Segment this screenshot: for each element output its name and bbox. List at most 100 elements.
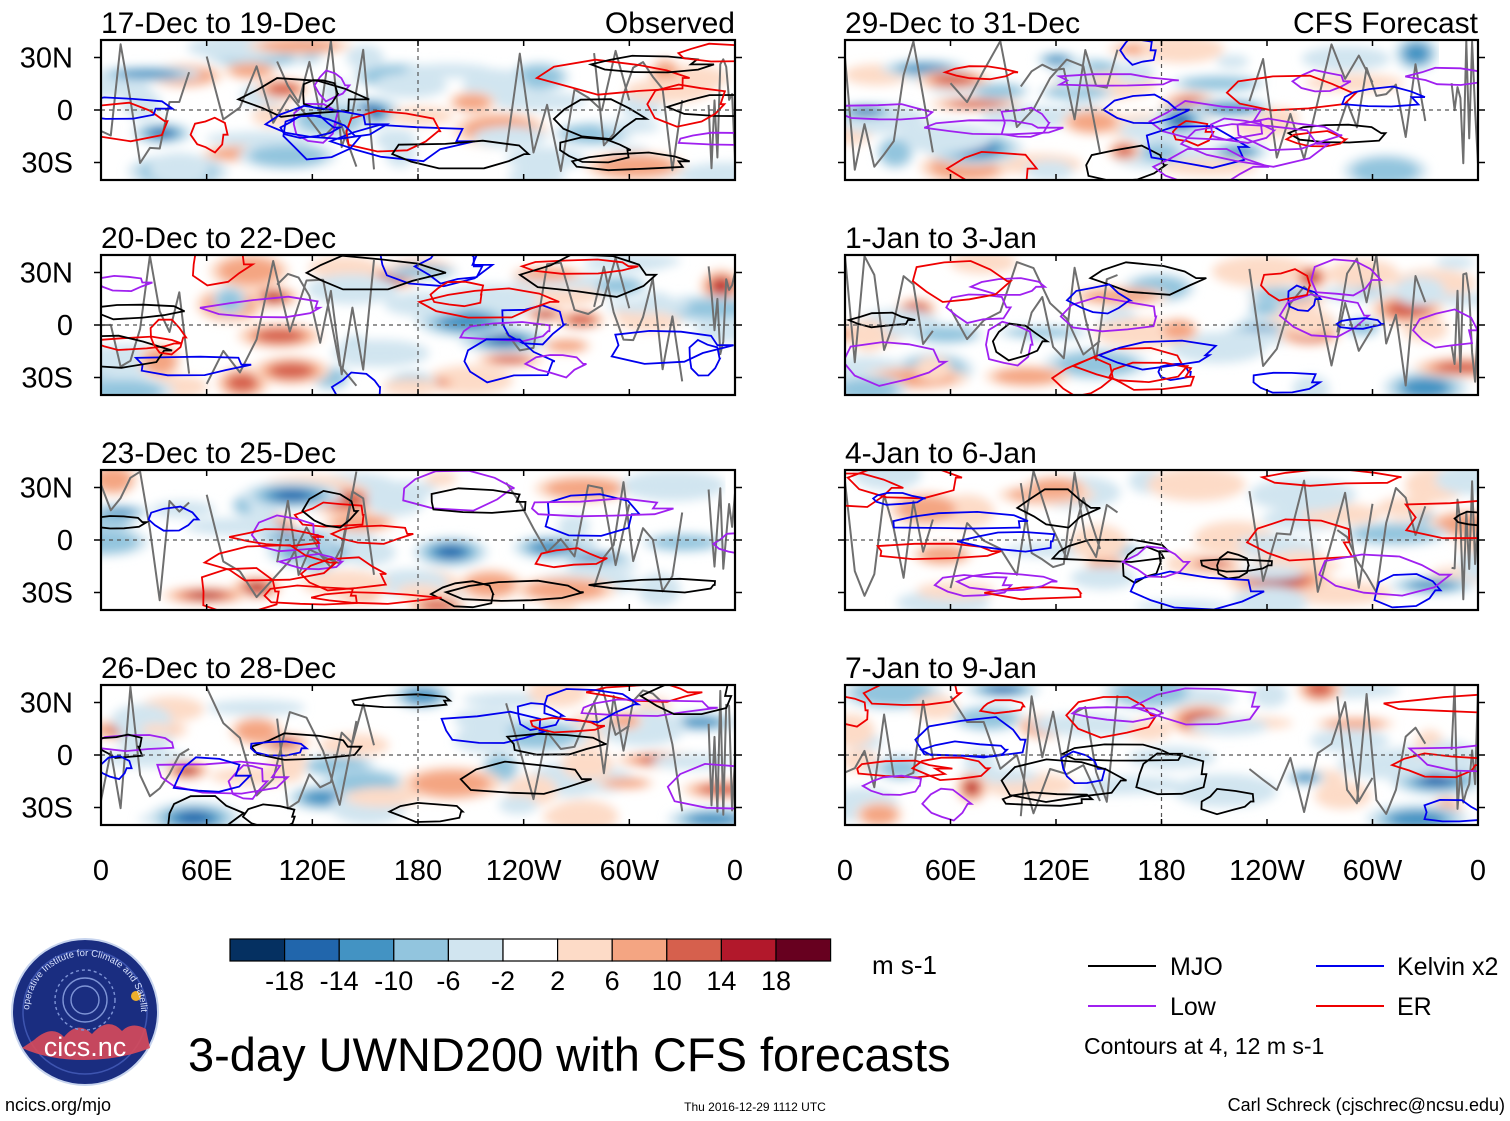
y-tick-label: 30S	[21, 793, 73, 825]
contour	[199, 295, 323, 319]
timestamp: Thu 2016-12-29 1112 UTC	[684, 1100, 826, 1114]
contour	[1179, 123, 1332, 168]
y-tick-label: 0	[57, 525, 73, 557]
coastline	[949, 695, 1101, 815]
coastline	[505, 685, 630, 801]
contour	[101, 335, 183, 351]
contour	[1423, 798, 1478, 823]
author-credit: Carl Schreck (cjschrec@ncsu.edu)	[1228, 1095, 1505, 1115]
contour	[1287, 284, 1323, 312]
contour	[133, 355, 252, 377]
map-panel: 30N 0 30S 23-Dec to 25-Dec	[20, 437, 742, 612]
x-tick-label: 120E	[278, 855, 346, 887]
contour	[1085, 144, 1169, 180]
colorbar-tick-label: 10	[652, 966, 682, 996]
contour	[921, 787, 975, 822]
legend-note: Contours at 4, 12 m s-1	[1084, 1033, 1324, 1059]
coastline	[1248, 268, 1374, 367]
y-tick-label: 30S	[21, 578, 73, 610]
contour	[1101, 93, 1191, 125]
contour	[991, 322, 1051, 362]
contour	[429, 580, 495, 609]
contour	[1096, 339, 1218, 371]
contour	[1290, 69, 1352, 93]
contour	[543, 688, 642, 724]
x-tick-label: 120E	[1022, 855, 1090, 887]
contour	[1335, 317, 1385, 330]
contour	[301, 489, 360, 529]
contour	[1060, 750, 1107, 785]
y-tick-label: 0	[57, 95, 73, 127]
contour	[711, 532, 735, 554]
contour	[329, 524, 414, 545]
contour	[387, 801, 465, 823]
contour	[1015, 488, 1101, 529]
contour	[1259, 268, 1312, 302]
coastline	[205, 260, 358, 387]
contour	[1389, 752, 1478, 779]
contour	[390, 139, 531, 170]
map-panel: 7-Jan to 9-Jan	[838, 652, 1485, 827]
y-tick-label: 0	[57, 740, 73, 772]
y-tick-label: 30N	[20, 258, 73, 290]
map-panel: 1-Jan to 3-Jan	[838, 222, 1485, 397]
contour	[227, 764, 270, 800]
coastline	[1248, 701, 1374, 813]
panel-title: 4-Jan to 6-Jan	[845, 437, 1037, 470]
contour	[534, 547, 608, 569]
panel-title: 17-Dec to 19-Dec	[101, 7, 336, 40]
panel-title: 23-Dec to 25-Dec	[101, 437, 336, 470]
y-tick-label: 30S	[21, 148, 73, 180]
contour	[945, 150, 1039, 180]
panel-title: 20-Dec to 22-Dec	[101, 222, 336, 255]
contour	[1000, 106, 1051, 138]
contour	[101, 734, 175, 753]
contour	[1453, 510, 1478, 527]
legend-label: ER	[1397, 993, 1432, 1021]
contour	[845, 695, 869, 728]
contour	[101, 755, 133, 781]
panel-grid: 30N 0 30S 17-Dec to 19-Dec Observed 30N 0 30S 20…	[20, 7, 1485, 827]
panel-title: 29-Dec to 31-Dec	[845, 7, 1080, 40]
y-tick-label: 30N	[20, 688, 73, 720]
coastline	[845, 40, 934, 171]
contour	[1088, 261, 1207, 296]
contour	[101, 334, 173, 369]
contour	[1070, 706, 1164, 723]
contour	[282, 112, 363, 161]
contour	[1286, 123, 1388, 144]
contour	[345, 109, 442, 153]
panel-title: 7-Jan to 9-Jan	[845, 652, 1037, 685]
contour	[1065, 696, 1159, 739]
contour	[559, 136, 632, 164]
coastline	[276, 703, 375, 810]
contour	[610, 329, 734, 365]
contour	[871, 491, 926, 506]
x-tick-label: 120W	[1229, 855, 1305, 887]
panel-title: 26-Dec to 28-Dec	[101, 652, 336, 685]
y-tick-label: 30N	[20, 43, 73, 75]
contour	[923, 119, 1064, 136]
contour	[942, 65, 1019, 81]
legend-label: MJO	[1170, 953, 1223, 981]
contour	[241, 803, 296, 825]
contour	[1148, 100, 1264, 141]
contour	[845, 472, 904, 508]
contour	[279, 114, 344, 139]
contour	[101, 515, 150, 530]
contour	[856, 759, 953, 779]
coastline	[845, 255, 934, 364]
coastline	[205, 56, 358, 167]
colorbar: -18 -14 -10 -6 -2 2 6 10 14 18	[229, 938, 832, 996]
contour	[1135, 752, 1208, 796]
coastline	[101, 255, 191, 374]
map-panel: 29-Dec to 31-Dec CFS Forecast	[838, 7, 1485, 182]
website-link[interactable]: ncics.org/mjo	[5, 1095, 111, 1115]
contour	[1236, 117, 1343, 152]
contour	[1157, 362, 1192, 382]
contour	[310, 591, 442, 605]
coastline	[1450, 40, 1478, 165]
colorbar-tick-label: 14	[706, 966, 736, 996]
contour	[1245, 518, 1354, 562]
y-tick-label: 30S	[21, 363, 73, 395]
